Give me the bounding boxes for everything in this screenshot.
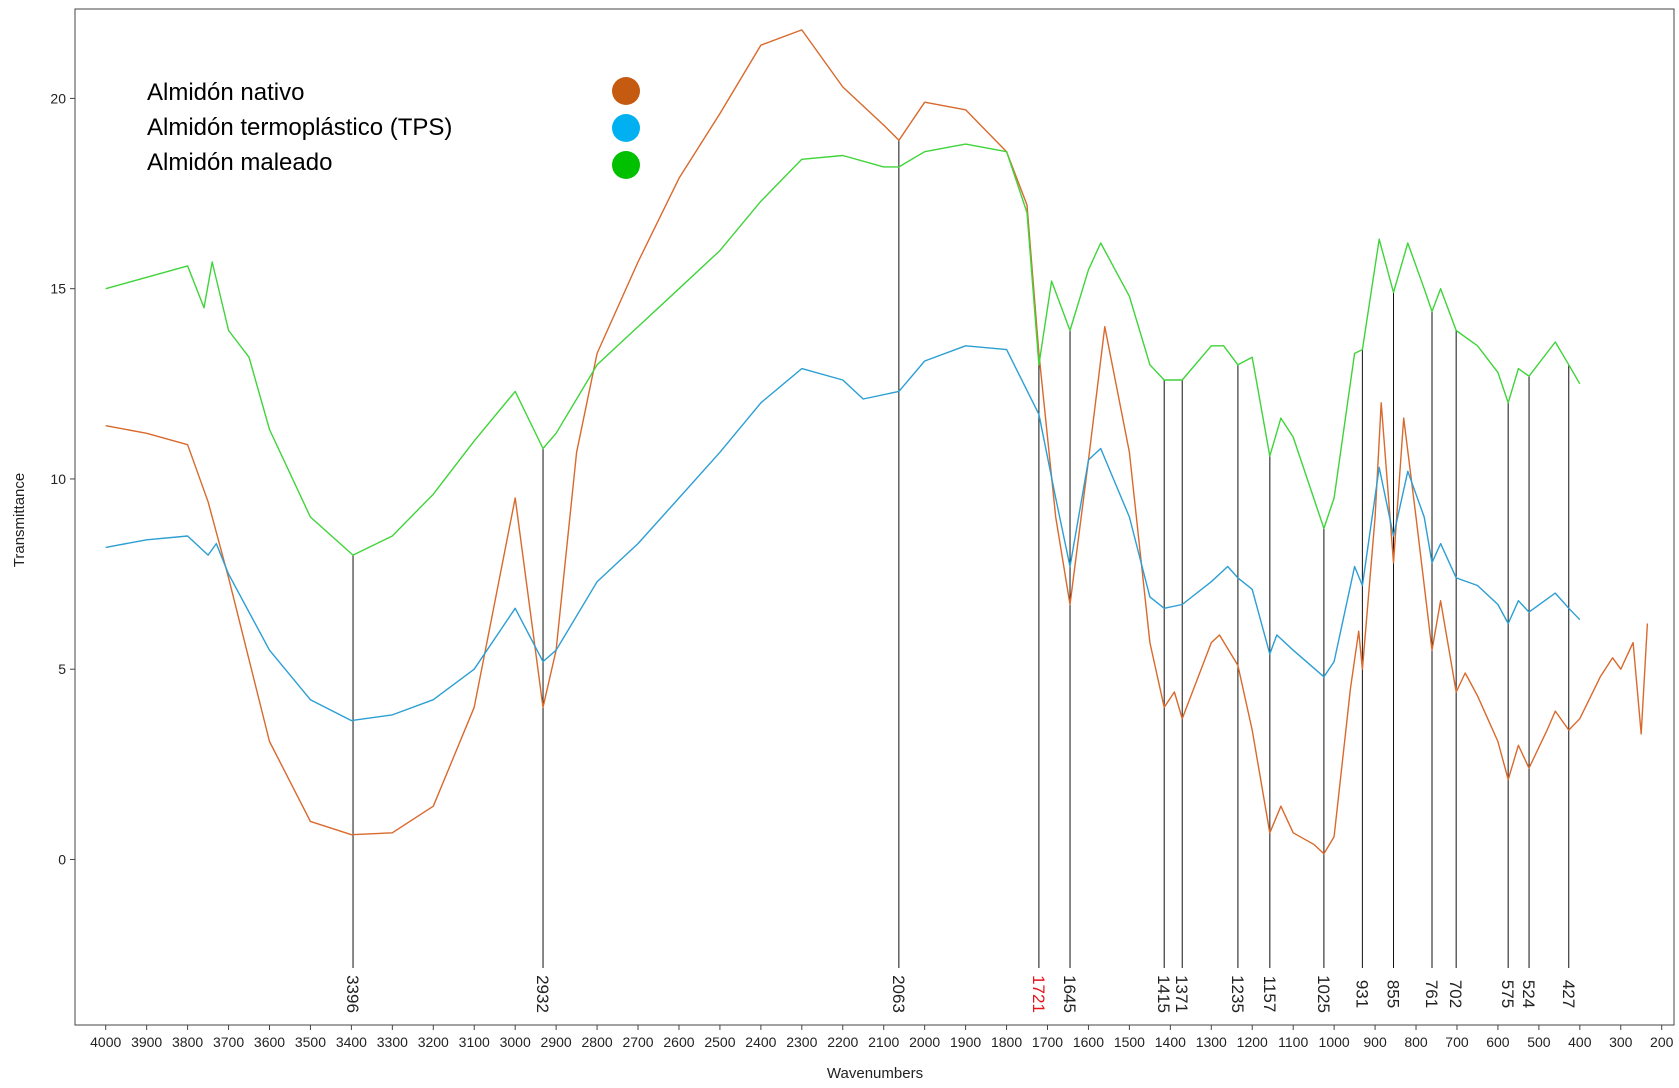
y-tick-label: 5 bbox=[58, 661, 66, 677]
x-tick-label: 700 bbox=[1445, 1034, 1469, 1050]
x-tick-label: 1500 bbox=[1114, 1034, 1145, 1050]
x-tick-label: 3600 bbox=[254, 1034, 285, 1050]
x-tick-label: 900 bbox=[1363, 1034, 1387, 1050]
peak-label: 1025 bbox=[1314, 975, 1333, 1013]
x-tick-label: 200 bbox=[1650, 1034, 1674, 1050]
legend-label: Almidón nativo bbox=[147, 79, 304, 106]
y-axis-title: Transmittance bbox=[11, 473, 28, 567]
series-line bbox=[105, 29, 1649, 855]
x-tick-label: 400 bbox=[1568, 1034, 1592, 1050]
peak-label: 1235 bbox=[1228, 975, 1247, 1013]
peak-label: 1721 bbox=[1029, 975, 1048, 1013]
x-tick-label: 3800 bbox=[172, 1034, 203, 1050]
legend-swatch bbox=[612, 151, 640, 179]
legend-label: Almidón maleado bbox=[147, 149, 332, 176]
x-tick-label: 4000 bbox=[90, 1034, 121, 1050]
x-tick-label: 2800 bbox=[582, 1034, 613, 1050]
x-tick-label: 2000 bbox=[909, 1034, 940, 1050]
x-tick-label: 2400 bbox=[745, 1034, 776, 1050]
peak-label: 1415 bbox=[1154, 975, 1173, 1013]
series-line bbox=[105, 345, 1581, 722]
legend-label: Almidón termoplástico (TPS) bbox=[147, 114, 452, 141]
x-axis-title: Wavenumbers bbox=[827, 1065, 923, 1082]
x-tick-label: 1100 bbox=[1278, 1034, 1308, 1050]
x-tick-label: 3200 bbox=[418, 1034, 449, 1050]
peak-label: 427 bbox=[1559, 980, 1578, 1008]
peak-label: 1371 bbox=[1172, 975, 1191, 1013]
peak-label: 1645 bbox=[1060, 975, 1079, 1013]
y-tick-label: 0 bbox=[58, 851, 66, 867]
x-tick-label: 1700 bbox=[1032, 1034, 1063, 1050]
x-tick-label: 1600 bbox=[1073, 1034, 1104, 1050]
x-tick-label: 1300 bbox=[1196, 1034, 1227, 1050]
x-tick-label: 3000 bbox=[500, 1034, 531, 1050]
peak-label: 2932 bbox=[533, 975, 552, 1013]
x-tick-label: 1800 bbox=[991, 1034, 1022, 1050]
legend-swatch bbox=[612, 114, 640, 142]
x-tick-label: 1900 bbox=[950, 1034, 981, 1050]
y-tick-label: 20 bbox=[50, 90, 66, 106]
x-tick-label: 300 bbox=[1609, 1034, 1633, 1050]
peak-label: 761 bbox=[1422, 980, 1441, 1008]
x-tick-label: 1000 bbox=[1319, 1034, 1350, 1050]
peak-label: 1157 bbox=[1260, 976, 1279, 1013]
x-tick-label: 800 bbox=[1404, 1034, 1428, 1050]
x-tick-label: 600 bbox=[1486, 1034, 1510, 1050]
y-tick-label: 15 bbox=[50, 281, 66, 297]
x-tick-label: 2900 bbox=[541, 1034, 572, 1050]
peak-label: 855 bbox=[1384, 980, 1403, 1008]
x-tick-label: 500 bbox=[1527, 1034, 1551, 1050]
x-tick-label: 3900 bbox=[131, 1034, 162, 1050]
y-tick-label: 10 bbox=[50, 471, 66, 487]
x-tick-label: 1200 bbox=[1237, 1034, 1268, 1050]
peak-label: 702 bbox=[1446, 980, 1465, 1008]
plot-frame bbox=[74, 8, 1675, 1026]
peak-label: 575 bbox=[1498, 980, 1517, 1008]
x-tick-label: 3700 bbox=[213, 1034, 244, 1050]
x-tick-label: 3100 bbox=[459, 1034, 490, 1050]
series-line bbox=[105, 143, 1581, 556]
legend-swatch bbox=[612, 77, 640, 105]
peak-label: 931 bbox=[1352, 980, 1371, 1008]
x-tick-label: 2200 bbox=[827, 1034, 858, 1050]
x-tick-label: 1400 bbox=[1155, 1034, 1186, 1050]
peak-label: 524 bbox=[1519, 980, 1538, 1008]
peak-label: 3396 bbox=[343, 975, 362, 1013]
x-tick-label: 2700 bbox=[622, 1034, 653, 1050]
x-tick-label: 2100 bbox=[868, 1034, 899, 1050]
x-tick-label: 2600 bbox=[663, 1034, 694, 1050]
x-tick-label: 3400 bbox=[336, 1034, 367, 1050]
x-tick-label: 3300 bbox=[377, 1034, 408, 1050]
x-tick-label: 2300 bbox=[786, 1034, 817, 1050]
x-tick-label: 3500 bbox=[295, 1034, 326, 1050]
x-tick-label: 2500 bbox=[704, 1034, 735, 1050]
peak-label: 2063 bbox=[889, 975, 908, 1013]
